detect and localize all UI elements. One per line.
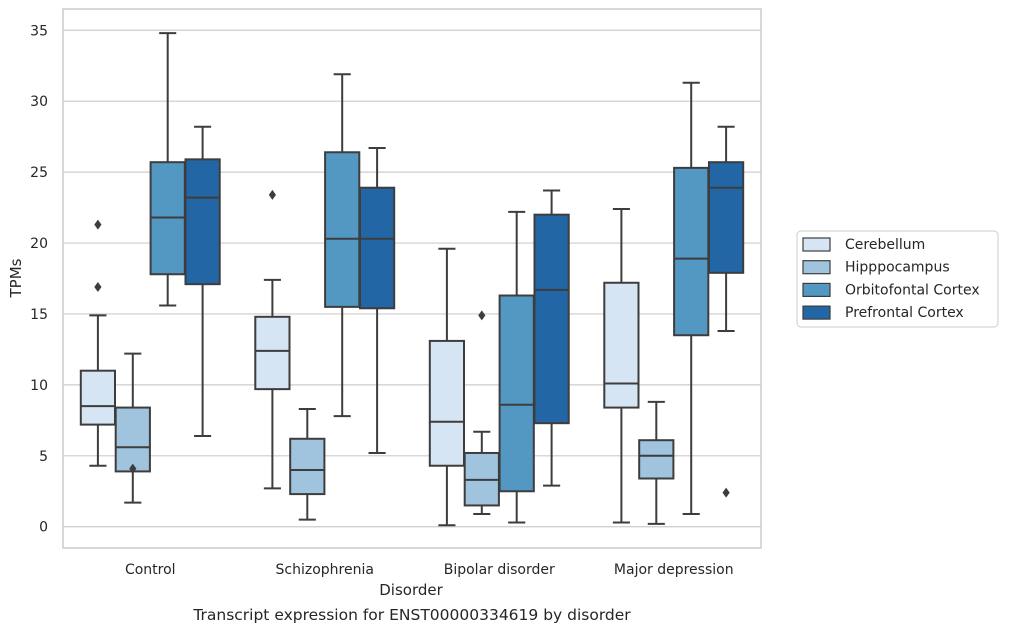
- plot-frame: [62, 8, 762, 549]
- box: [533, 213, 570, 425]
- legend-swatch: [802, 260, 831, 275]
- legend-label: Prefrontal Cortex: [845, 305, 964, 321]
- legend-swatch: [802, 305, 831, 320]
- box-cerebellum: [79, 219, 117, 467]
- box-hipppocampus: [114, 352, 151, 504]
- box: [358, 186, 396, 310]
- chart-caption: Transcript expression for ENST0000033461…: [193, 606, 631, 624]
- legend-label: Hipppocampus: [845, 260, 950, 276]
- x-tick-label: Bipolar disorder: [444, 562, 555, 578]
- legend-label: Orbitofontal Cortex: [845, 282, 980, 298]
- x-tick-labels: Control Schizophrenia Bipolar disorder Majo…: [125, 562, 734, 578]
- box-orbitofontal-cortex: [324, 73, 361, 418]
- box-groups: [79, 32, 745, 527]
- box-hipppocampus: [289, 407, 326, 521]
- y-tick-label: 20: [30, 236, 48, 252]
- box-orbitofontal-cortex: [498, 210, 535, 524]
- box-hipppocampus: [638, 400, 675, 525]
- y-tick-label: 30: [30, 94, 48, 110]
- x-tick-label: Control: [125, 562, 176, 578]
- y-tick-label: 5: [39, 449, 48, 465]
- box: [114, 406, 151, 473]
- legend-label: Cerebellum: [845, 237, 925, 253]
- box-cerebellum: [603, 207, 640, 524]
- y-axis-label: TPMs: [7, 258, 25, 298]
- box-orbitofontal-cortex: [149, 32, 186, 307]
- y-tick-label: 0: [39, 520, 48, 536]
- y-tick-labels: 0 5 10 15 20 25 30 35: [30, 23, 48, 535]
- outlier-point: [722, 487, 730, 498]
- box-prefrontal-cortex: [533, 189, 570, 487]
- box: [324, 151, 361, 308]
- x-tick-label: Schizophrenia: [276, 562, 374, 578]
- outlier-point: [268, 189, 276, 200]
- box-cerebellum: [254, 189, 291, 490]
- box-orbitofontal-cortex: [673, 81, 710, 515]
- y-tick-label: 35: [30, 23, 48, 39]
- legend: Cerebellum Hipppocampus Orbitofontal Corte…: [796, 230, 999, 328]
- legend-item: Orbitofontal Cortex: [802, 282, 980, 298]
- outlier-point: [478, 310, 486, 321]
- legend-swatch: [802, 237, 831, 252]
- box: [498, 294, 535, 493]
- box: [707, 161, 745, 274]
- x-axis-label: Disorder: [379, 581, 443, 599]
- legend-swatch: [802, 282, 831, 297]
- y-tick-label: 25: [30, 165, 48, 181]
- legend-frame: [796, 230, 999, 328]
- outlier-point: [94, 282, 102, 293]
- box: [603, 281, 640, 409]
- legend-item: Hipppocampus: [802, 260, 950, 276]
- box-prefrontal-cortex: [707, 125, 745, 498]
- box: [79, 369, 117, 426]
- outlier-point: [129, 463, 137, 474]
- legend-item: Prefrontal Cortex: [802, 305, 964, 321]
- box: [254, 315, 291, 391]
- x-tick-label: Major depression: [614, 562, 734, 578]
- box: [184, 158, 221, 286]
- box: [428, 339, 466, 467]
- y-tick-label: 10: [30, 378, 48, 394]
- outlier-point: [94, 219, 102, 230]
- box-hipppocampus: [463, 310, 500, 515]
- box: [673, 166, 710, 337]
- box: [289, 437, 326, 496]
- box-prefrontal-cortex: [184, 125, 221, 437]
- y-tick-label: 15: [30, 307, 48, 323]
- box-prefrontal-cortex: [358, 147, 396, 454]
- box: [638, 439, 675, 480]
- legend-item: Cerebellum: [802, 237, 925, 253]
- box-cerebellum: [428, 247, 466, 527]
